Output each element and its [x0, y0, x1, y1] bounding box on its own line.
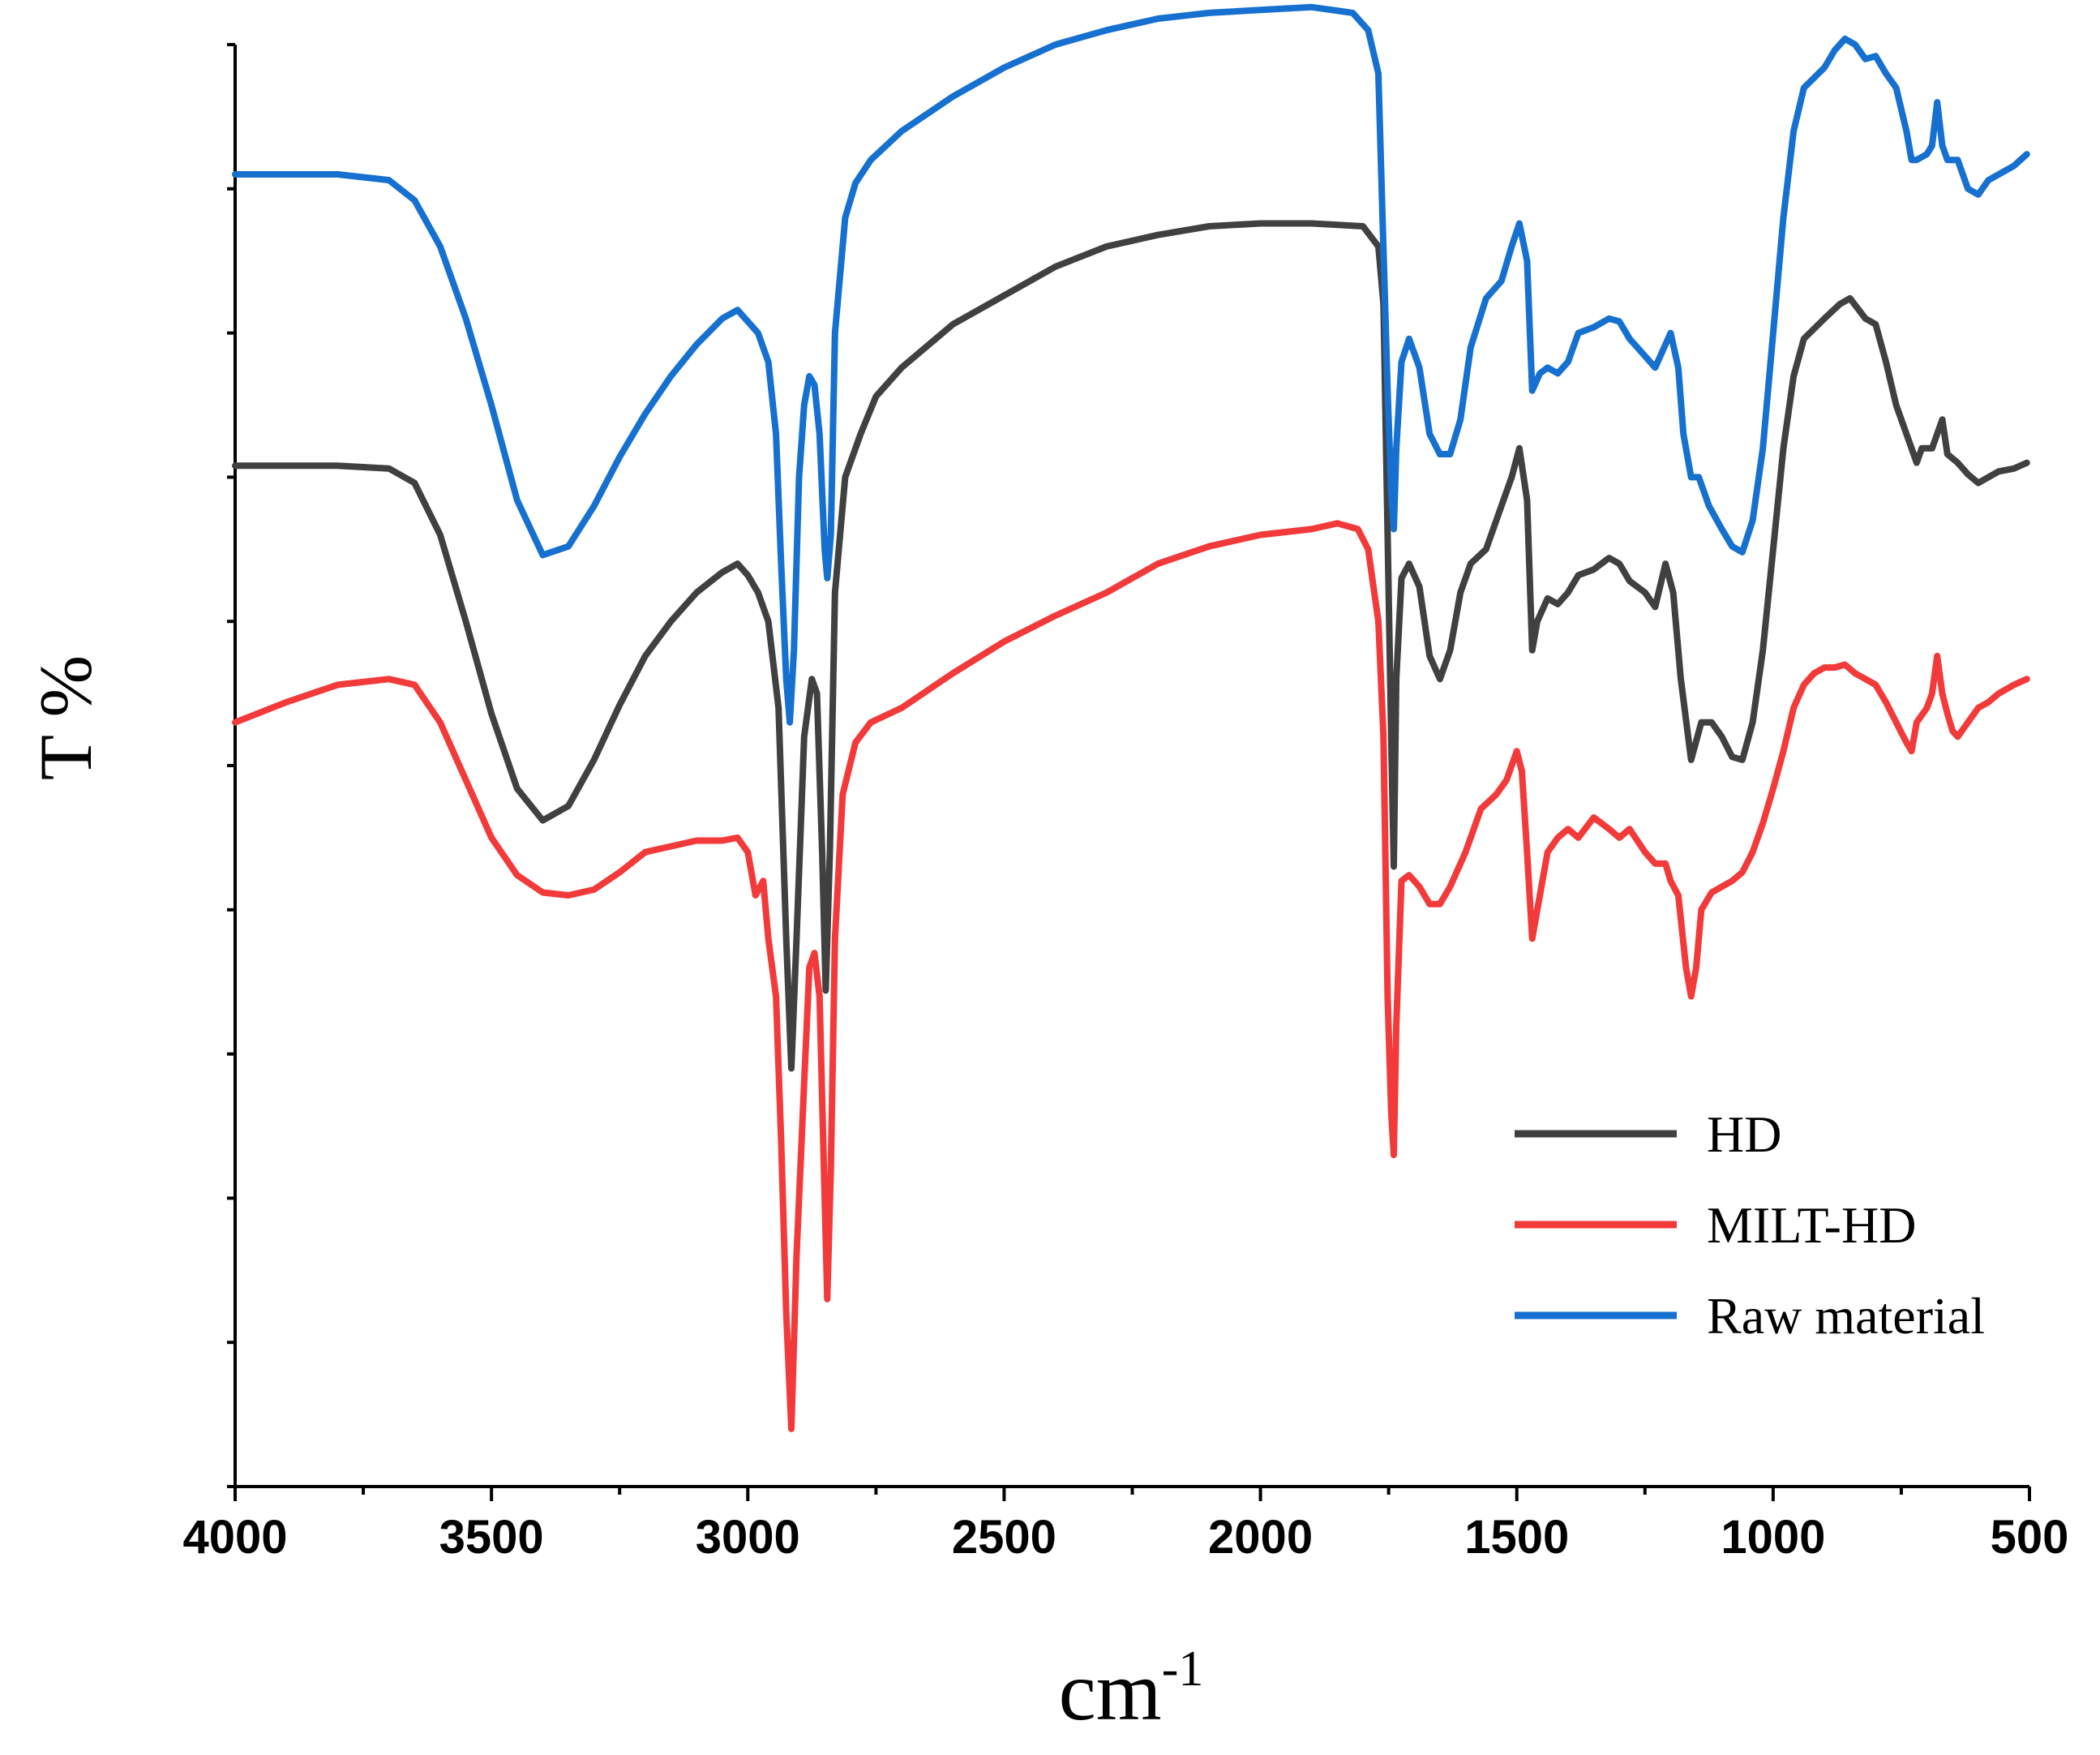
x-tick-label: 2500 — [952, 1511, 1056, 1564]
y-axis-title: T % — [24, 655, 107, 780]
x-tick-label: 3000 — [696, 1511, 800, 1564]
series-layer — [232, 3, 2030, 1432]
x-tick-label: 3500 — [439, 1511, 544, 1564]
y-ticks — [227, 43, 235, 1488]
x-axis-title-base: cm — [1059, 1645, 1162, 1738]
x-tick-label: 4000 — [182, 1511, 287, 1564]
axes: 4000 3500 3000 2500 2000 1500 1000 500 — [182, 43, 2068, 1564]
series-line-hd — [232, 220, 2030, 1072]
series-line-raw-material — [232, 3, 2030, 726]
series-line-milt-hd — [232, 520, 2030, 1432]
legend: HD MILT-HD Raw material — [1515, 1105, 1985, 1345]
x-tick-label: 500 — [1991, 1511, 2069, 1564]
x-ticks: 4000 3500 3000 2500 2000 1500 1000 500 — [182, 1487, 2068, 1564]
x-tick-label: 2000 — [1208, 1511, 1313, 1564]
x-axis-title: cm-1 — [1059, 1641, 1204, 1738]
legend-label-hd: HD — [1707, 1105, 1781, 1163]
legend-label-milt-hd: MILT-HD — [1707, 1196, 1916, 1254]
x-tick-label: 1000 — [1721, 1511, 1825, 1564]
legend-label-raw-material: Raw material — [1707, 1287, 1985, 1345]
x-tick-label: 1500 — [1464, 1511, 1569, 1564]
x-axis-title-exponent: -1 — [1162, 1641, 1204, 1697]
